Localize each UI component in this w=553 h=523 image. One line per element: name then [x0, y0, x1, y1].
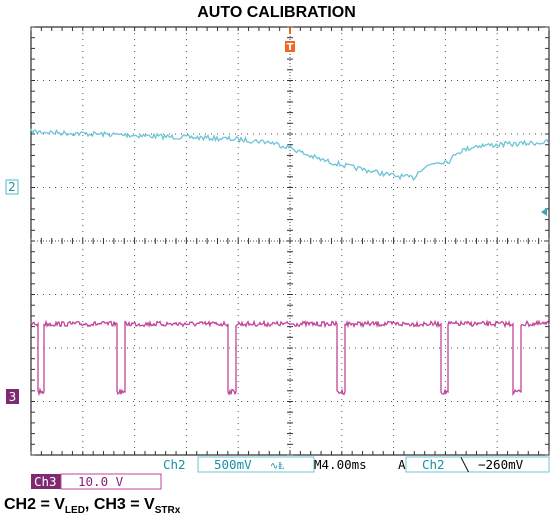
caption-part-2: , CH3 = V [84, 496, 155, 513]
ch3-trace [30, 319, 550, 397]
graticule [30, 26, 550, 456]
ch2-scale-box [197, 456, 315, 473]
ch2-scale-value: 500mV [214, 457, 252, 472]
channel-caption: CH2 = VLED, CH3 = VSTRx [4, 496, 180, 516]
caption-sub-1: LED [64, 505, 85, 517]
caption-sub-2: STRx [154, 505, 181, 517]
trigger-marker-label: T [287, 42, 294, 53]
trigger-level: −260mV [478, 457, 524, 472]
ch2-coupling-icon: ∿Ⱡ [270, 461, 285, 472]
trigger-level-arrow [541, 208, 547, 216]
ch3-label-box [31, 474, 61, 489]
ch3-status-label: Ch3 [34, 474, 57, 489]
trigger-source: Ch2 [422, 457, 445, 472]
ch3-marker-label: 3 [9, 390, 17, 404]
ch2-marker-label: 2 [8, 180, 16, 194]
trigger-position-marker: T [285, 28, 295, 53]
caption-part-1: CH2 = V [4, 496, 65, 513]
status-bar: Ch2 500mV ∿Ⱡ M4.00ms A Ch2 ╲ −260mV Ch3 … [31, 456, 550, 490]
ch2-trace [30, 128, 550, 182]
ch3-scale-box [60, 473, 162, 490]
trigger-box [405, 456, 550, 473]
ch3-ground-marker: 3 [6, 389, 19, 404]
ch2-ground-marker: 2 [5, 179, 19, 195]
traces [30, 128, 550, 397]
acquisition-mode: A [398, 457, 406, 472]
timebase-value: M4.00ms [314, 457, 367, 472]
chart-title: AUTO CALIBRATION [197, 4, 356, 21]
trigger-slope-icon: ╲ [460, 457, 470, 472]
ch2-status-label: Ch2 [163, 457, 186, 472]
ch3-scale-value: 10.0 V [78, 474, 124, 489]
